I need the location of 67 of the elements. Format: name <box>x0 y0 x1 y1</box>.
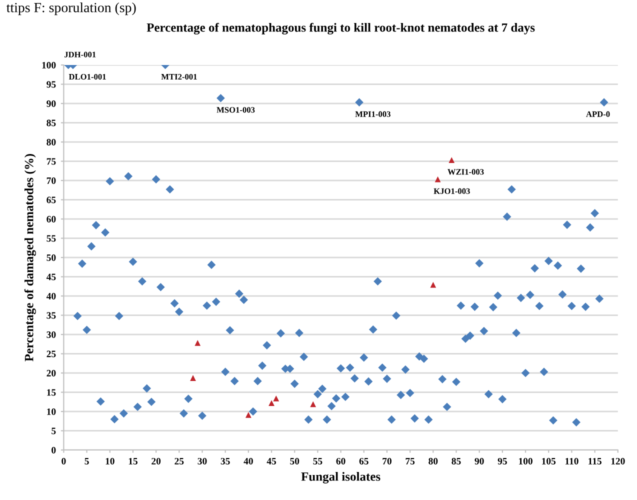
x-tick-label: 100 <box>519 458 532 464</box>
y-tick-label: 20 <box>46 370 56 376</box>
y-tick-label: 90 <box>46 100 56 107</box>
x-tick-label: 65 <box>359 458 368 464</box>
x-tick-label: 15 <box>128 458 138 464</box>
annotation: APD-0 <box>586 111 610 117</box>
annotation: WZI1-003 <box>448 169 484 175</box>
point <box>268 400 274 406</box>
y-tick-label: 40 <box>46 292 56 300</box>
x-tick-label: 105 <box>542 458 556 464</box>
chart-title: Percentage of nematophagous fungi to kill root-knot nematodes at 7 days <box>146 22 535 34</box>
x-tick-label: 110 <box>565 458 578 464</box>
y-tick-label: 10 <box>47 408 56 415</box>
x-tick-label: 75 <box>406 458 415 464</box>
y-tick-label: 50 <box>46 254 56 261</box>
y-tick-label: 30 <box>46 331 56 338</box>
text: ttips F: sporulation (sp) <box>6 2 136 16</box>
y-tick-label: 60 <box>46 216 56 222</box>
y-tick-label: 0 <box>52 446 56 454</box>
y-tick-label: 85 <box>46 120 56 126</box>
annotation: DLO1-001 <box>68 74 106 80</box>
y-tick-label: 45 <box>46 274 56 280</box>
y-tick-label: 25 <box>46 350 56 358</box>
y-axis-title: Percentage of damaged nematodes (%) <box>24 154 36 362</box>
x-axis-title: Fungal isolates <box>301 472 380 484</box>
y-tick-label: 80 <box>46 138 56 146</box>
x-tick-label: 45 <box>266 458 276 464</box>
x-tick-label: 50 <box>290 458 300 464</box>
x-tick-label: 70 <box>382 458 392 464</box>
point <box>190 375 196 381</box>
x-tick-label: 20 <box>152 458 161 464</box>
point <box>448 157 455 164</box>
y-tick-label: 75 <box>46 158 56 165</box>
x-tick-label: 115 <box>588 458 602 464</box>
x-tick-label: 25 <box>174 458 184 464</box>
x-tick-label: 30 <box>198 458 207 464</box>
annotation: JDH-001 <box>64 52 96 58</box>
point <box>434 176 441 182</box>
x-tick-label: 55 <box>313 458 322 464</box>
x-tick-label: 35 <box>220 458 230 464</box>
annotation: MSO1-003 <box>216 107 255 113</box>
annotation: MPI1-003 <box>355 111 390 117</box>
y-tick-label: 15 <box>47 389 56 396</box>
point <box>194 340 201 346</box>
x-tick-label: 0 <box>62 458 66 464</box>
y-tick-label: 65 <box>46 196 56 204</box>
x-tick-label: 40 <box>244 458 253 464</box>
y-tick-label: 5 <box>52 428 56 434</box>
x-tick-label: 60 <box>336 458 346 464</box>
x-tick-label: 95 <box>498 458 507 464</box>
y-tick-label: 95 <box>46 81 56 88</box>
y-tick-label: 70 <box>46 177 56 184</box>
y-tick-label: 35 <box>46 312 56 319</box>
annotation: KJO1-003 <box>434 188 470 194</box>
y-tick-label: 55 <box>46 235 56 242</box>
annotation: MTI2-001 <box>161 74 197 80</box>
point <box>245 412 252 418</box>
x-tick-label: 5 <box>84 458 89 464</box>
point <box>273 395 280 402</box>
x-tick-label: 80 <box>428 458 438 464</box>
x-tick-label: 120 <box>611 458 625 464</box>
y-tick-label: 100 <box>42 62 56 68</box>
x-tick-label: 10 <box>106 458 114 464</box>
point <box>310 401 316 408</box>
point <box>430 282 436 288</box>
x-tick-label: 85 <box>452 458 461 464</box>
x-tick-label: 90 <box>474 458 484 464</box>
